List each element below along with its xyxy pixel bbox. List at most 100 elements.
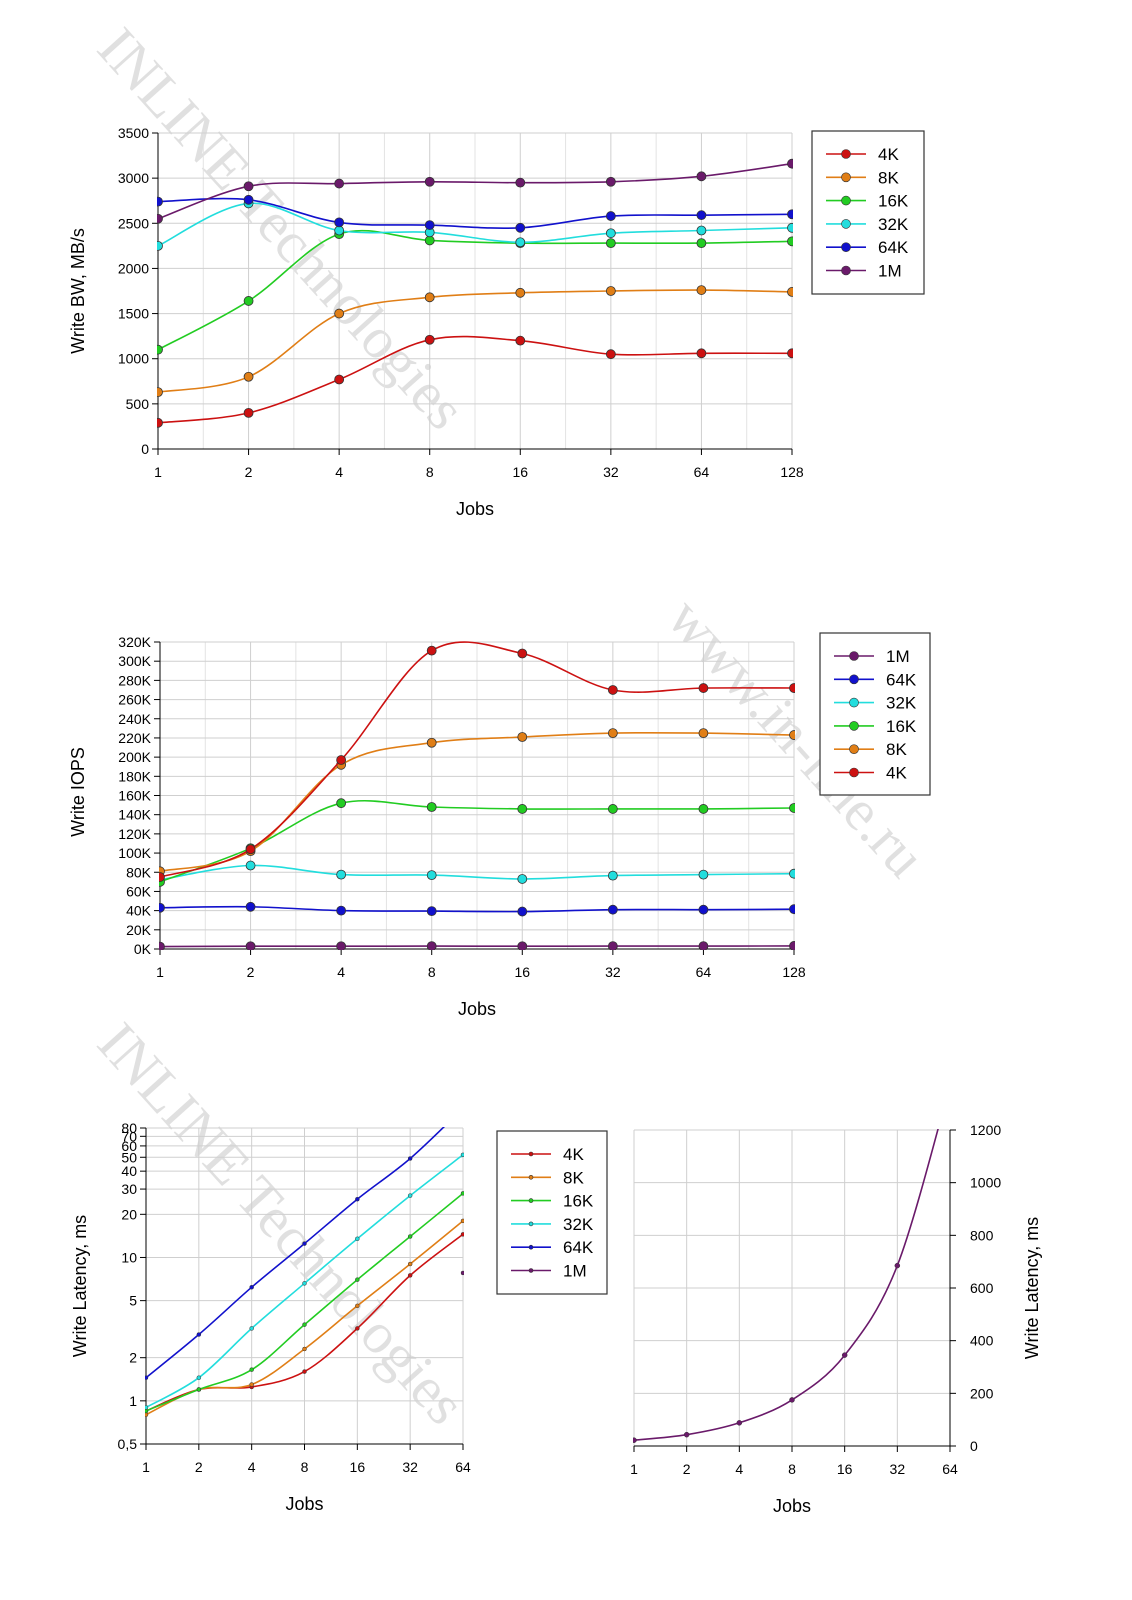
write-iops-chart: 0K20K40K60K80K100K120K140K160K180K200K22… — [68, 632, 931, 1019]
data-point — [696, 285, 707, 295]
series-8k — [157, 285, 793, 398]
y-tick-label: 5 — [129, 1293, 137, 1309]
data-point — [460, 1152, 464, 1158]
data-point — [698, 941, 709, 950]
y-tick-label: 60K — [126, 883, 152, 899]
data-point — [683, 1431, 690, 1438]
y-tick-label: 1000 — [118, 351, 149, 367]
data-point — [145, 1375, 149, 1380]
x-tick-label: 4 — [735, 1461, 743, 1477]
data-point — [698, 904, 709, 915]
x-tick-label: 16 — [514, 964, 530, 980]
data-point — [245, 844, 256, 855]
x-tick-label: 128 — [780, 464, 804, 480]
legend-swatch-marker — [528, 1221, 534, 1227]
legend-swatch-marker — [528, 1268, 534, 1273]
data-point — [517, 648, 528, 659]
data-point — [696, 171, 707, 182]
data-point — [789, 941, 795, 950]
data-point — [698, 683, 709, 693]
x-tick-label: 8 — [428, 964, 436, 980]
legend-label: 64K — [878, 238, 909, 257]
y-tick-label: 30 — [121, 1181, 137, 1197]
data-point — [605, 238, 616, 249]
y-tick-label: 300K — [118, 653, 151, 669]
data-point — [515, 335, 526, 346]
x-tick-label: 16 — [512, 464, 528, 480]
data-point — [157, 417, 163, 428]
data-point — [841, 1352, 848, 1358]
legend-label: 8K — [886, 740, 907, 759]
y-tick-label: 100K — [118, 845, 151, 861]
data-point — [517, 804, 528, 814]
data-point — [789, 868, 795, 879]
x-tick-label: 4 — [337, 964, 345, 980]
y-tick-label: 240K — [118, 711, 151, 727]
x-tick-label: 64 — [694, 464, 710, 480]
data-point — [159, 902, 165, 913]
y-tick-label: 600 — [970, 1280, 994, 1296]
legend-swatch-marker — [841, 172, 851, 183]
legend-swatch-marker — [841, 242, 851, 252]
x-tick-label: 64 — [942, 1461, 958, 1477]
legend-label: 64K — [563, 1238, 594, 1257]
data-point — [787, 287, 793, 297]
x-tick-label: 4 — [248, 1459, 256, 1475]
x-tick-label: 1 — [630, 1461, 638, 1477]
legend-label: 4K — [563, 1145, 584, 1164]
data-point — [515, 237, 526, 248]
data-point — [302, 1369, 307, 1374]
data-point — [696, 225, 707, 236]
x-tick-label: 16 — [350, 1459, 366, 1475]
legend-label: 8K — [563, 1168, 584, 1187]
series-64k — [145, 1127, 445, 1380]
data-point — [515, 177, 526, 188]
legend-swatch-marker — [841, 219, 851, 229]
series-4k — [159, 641, 795, 882]
data-point — [249, 1284, 254, 1290]
plot-area — [157, 158, 793, 428]
series-64k — [157, 194, 793, 233]
write-bw-chart: 0 500 1000 1500 2000 2500 3000 3500 1 2 4 8 16 32 64 12… — [68, 125, 925, 519]
legend-swatch-marker — [849, 697, 859, 708]
data-point — [789, 683, 795, 693]
x-tick-label: 2 — [247, 964, 255, 980]
legend-label: 64K — [886, 670, 917, 689]
data-point — [787, 348, 793, 359]
legend-swatch-marker — [841, 265, 851, 276]
legend-label: 1M — [878, 262, 902, 281]
data-point — [698, 869, 709, 880]
series-8k — [159, 728, 795, 877]
series-4k — [157, 334, 793, 428]
legend-label: 1M — [563, 1262, 587, 1281]
data-point — [515, 222, 526, 233]
legend-swatch-marker — [849, 767, 859, 778]
data-point — [607, 685, 618, 695]
y-tick-label: 40K — [126, 903, 152, 919]
data-point — [426, 645, 437, 656]
data-point — [607, 941, 618, 950]
legend-label: 16K — [886, 717, 917, 736]
series-1m — [633, 1129, 939, 1443]
legend-swatch-marker — [849, 651, 859, 661]
data-point — [515, 287, 526, 298]
data-point — [426, 870, 437, 881]
x-tick-label: 1 — [156, 964, 164, 980]
y-tick-label: 0K — [134, 941, 152, 957]
x-tick-label: 1 — [154, 464, 162, 480]
data-point — [334, 225, 345, 236]
data-point — [145, 1412, 149, 1417]
y-tick-label: 2000 — [118, 260, 149, 276]
watermark-text: INLINE Technologies — [85, 1010, 478, 1436]
y-axis-label: Write BW, MB/s — [68, 228, 88, 354]
data-point — [407, 1261, 413, 1267]
series-1m — [157, 158, 793, 224]
y-tick-label: 20K — [126, 922, 152, 938]
data-point — [355, 1303, 360, 1309]
data-point — [145, 1405, 149, 1410]
y-tick-label: 200K — [118, 749, 151, 765]
y-tick-label: 160K — [118, 788, 151, 804]
y-axis-label: Write Latency, ms — [70, 1215, 90, 1357]
x-axis-label: Jobs — [773, 1496, 811, 1516]
x-tick-label: 32 — [603, 464, 619, 480]
